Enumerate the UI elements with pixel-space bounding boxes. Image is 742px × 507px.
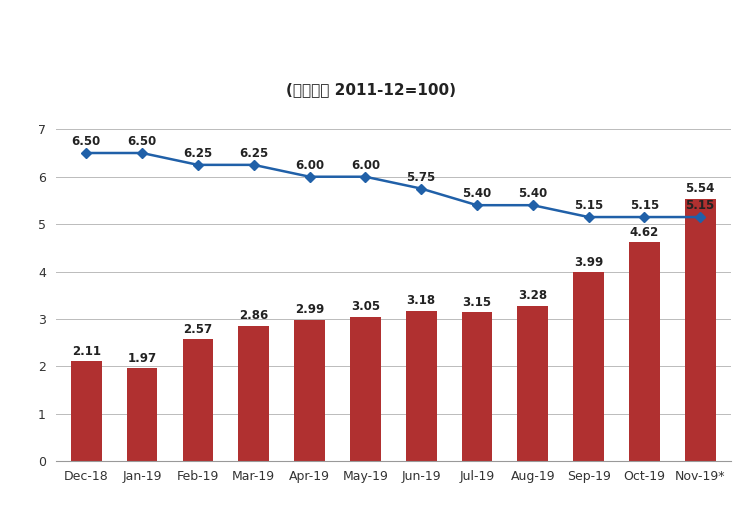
- Text: 6.25: 6.25: [183, 147, 212, 160]
- Text: 6.00: 6.00: [295, 159, 324, 172]
- Text: 2.86: 2.86: [239, 309, 269, 322]
- Text: 2.57: 2.57: [183, 323, 212, 336]
- Bar: [71, 361, 102, 461]
- Text: 5.40: 5.40: [518, 188, 548, 200]
- Bar: [517, 306, 548, 461]
- Text: 5.15: 5.15: [630, 199, 659, 212]
- Text: 4.62: 4.62: [630, 226, 659, 239]
- Text: 5.15: 5.15: [686, 199, 715, 212]
- Bar: [406, 310, 436, 461]
- Text: 6.50: 6.50: [128, 135, 157, 148]
- Bar: [238, 325, 269, 461]
- Bar: [462, 312, 492, 461]
- Text: 5.75: 5.75: [407, 171, 436, 184]
- Text: (आधार 2011-12=100): (आधार 2011-12=100): [286, 83, 456, 97]
- Text: खुदरा महंगाई दर और रेपो रेट: खुदरा महंगाई दर और रेपो रेट: [144, 20, 598, 49]
- Text: 3.05: 3.05: [351, 300, 380, 313]
- Text: 3.18: 3.18: [407, 294, 436, 307]
- Text: 2.99: 2.99: [295, 303, 324, 316]
- Text: 3.15: 3.15: [462, 296, 491, 309]
- Text: 2.11: 2.11: [72, 345, 101, 358]
- Bar: [350, 317, 381, 461]
- Bar: [574, 272, 604, 461]
- Text: 5.40: 5.40: [462, 188, 492, 200]
- Text: 6.25: 6.25: [239, 147, 269, 160]
- Text: 3.99: 3.99: [574, 256, 603, 269]
- Text: 6.00: 6.00: [351, 159, 380, 172]
- Bar: [127, 368, 157, 461]
- Text: 6.50: 6.50: [72, 135, 101, 148]
- Text: 5.15: 5.15: [574, 199, 603, 212]
- Bar: [295, 319, 325, 461]
- Bar: [685, 199, 715, 461]
- Text: 3.28: 3.28: [518, 289, 548, 303]
- Bar: [629, 242, 660, 461]
- Bar: [183, 340, 213, 461]
- Text: 5.54: 5.54: [686, 182, 715, 195]
- Text: 1.97: 1.97: [128, 351, 157, 365]
